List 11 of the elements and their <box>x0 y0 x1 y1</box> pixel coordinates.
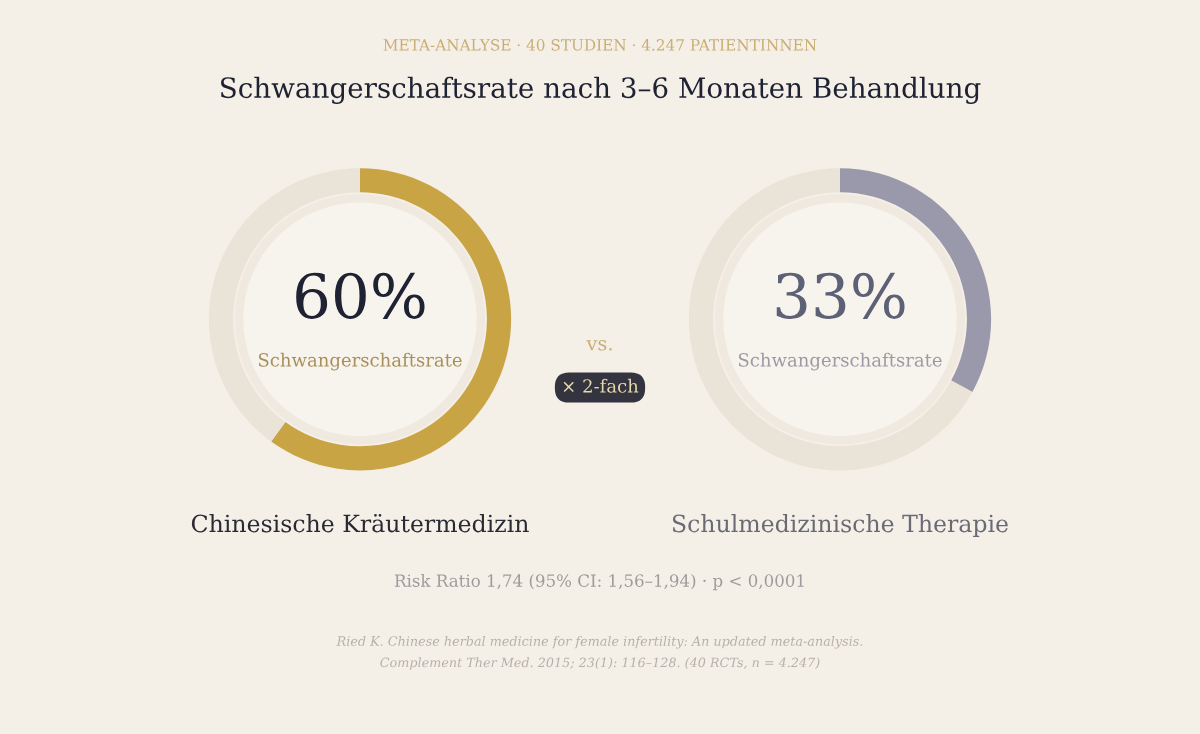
text: × 2-fach <box>563 378 639 393</box>
text: Risk Ratio 1,74 (95% CI: 1,56–1,94) · p < 0,0001 <box>394 574 804 591</box>
text: vs. <box>586 339 612 351</box>
donut-slice <box>688 168 973 471</box>
text: Schulmedizinische Therapie <box>672 514 1008 537</box>
data-label: 60% <box>296 272 425 319</box>
text: Schwangerschaftsrate <box>738 352 942 371</box>
text: Schwangerschaftsrate <box>258 352 462 371</box>
text: Chinesische Kräutermedizin <box>191 513 529 533</box>
text: Schwangerschaftsrate nach 3–6 Monaten Behandlung <box>221 76 981 104</box>
data-label: 33% <box>776 272 905 319</box>
